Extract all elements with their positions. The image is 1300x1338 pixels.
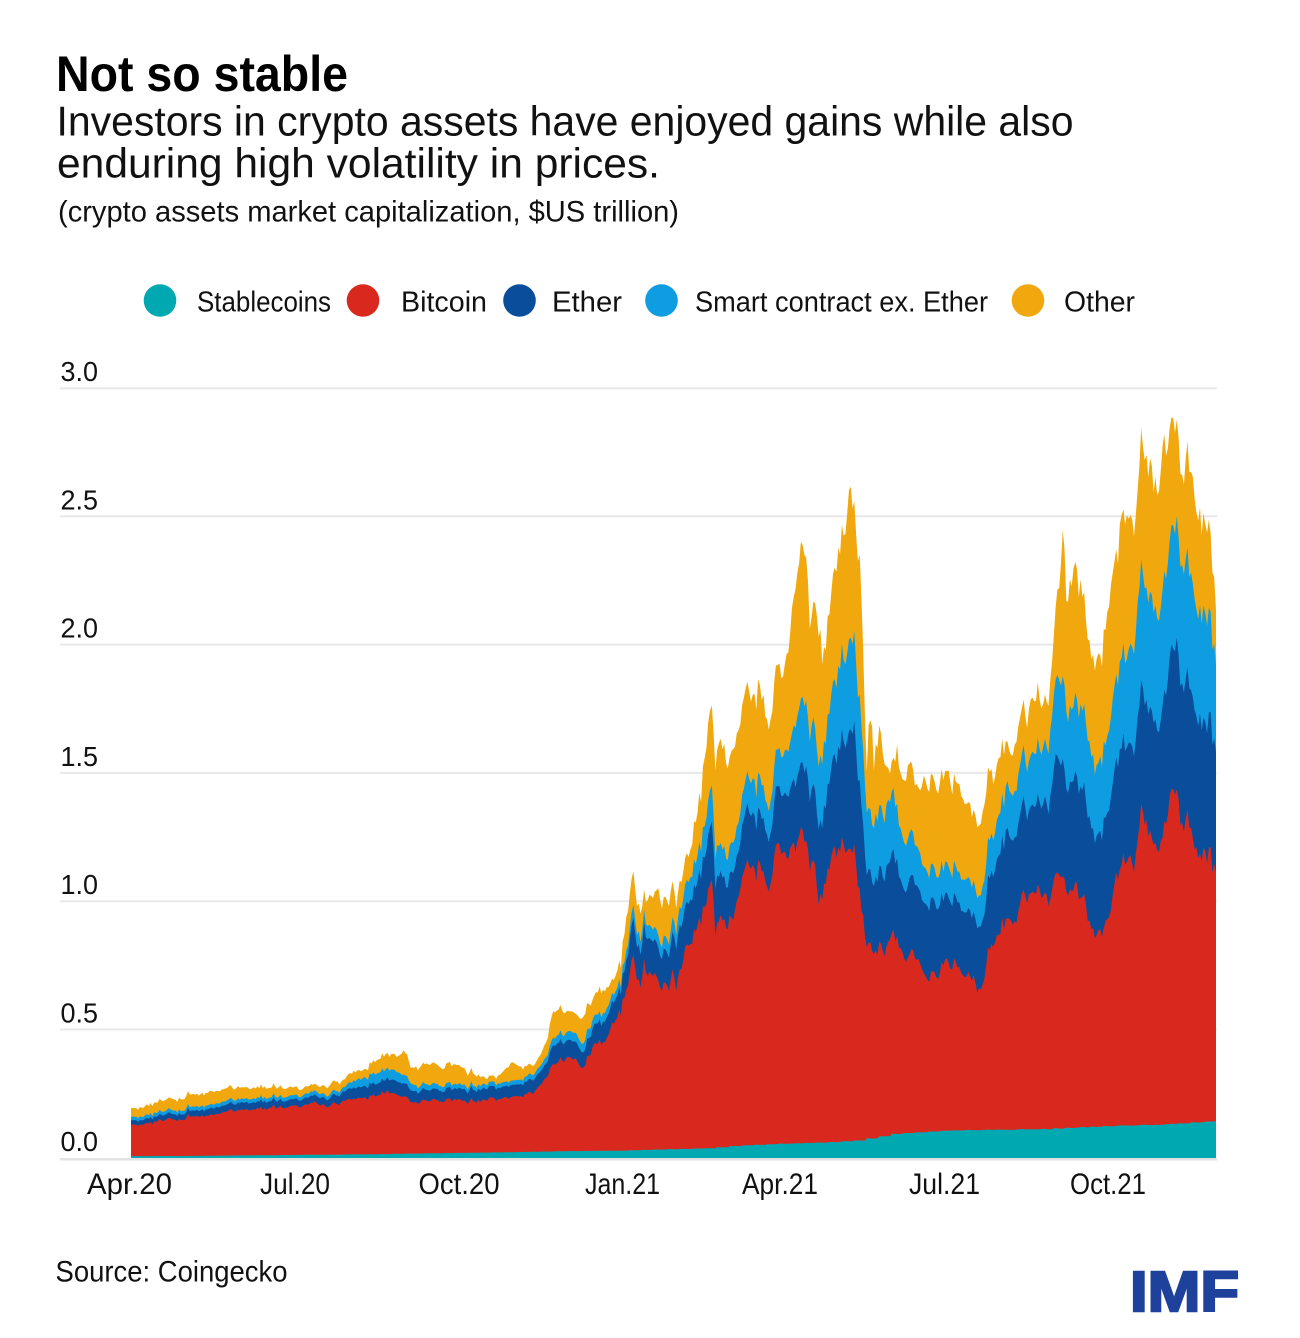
svg-text:Jan.21: Jan.21	[585, 1168, 660, 1201]
svg-text:enduring high volatility in pr: enduring high volatility in prices.	[57, 140, 660, 187]
svg-text:2.5: 2.5	[61, 484, 99, 515]
svg-text:(crypto assets market capitali: (crypto assets market capitalization, $U…	[58, 197, 679, 229]
svg-text:Apr.21: Apr.21	[742, 1168, 818, 1201]
svg-text:Source: Coingecko: Source: Coingecko	[56, 1256, 288, 1289]
svg-text:1.5: 1.5	[61, 741, 99, 772]
svg-text:Jul.21: Jul.21	[909, 1168, 980, 1201]
svg-text:Not so stable: Not so stable	[56, 46, 348, 102]
svg-text:Jul.20: Jul.20	[260, 1168, 330, 1201]
svg-text:Oct.21: Oct.21	[1070, 1168, 1146, 1201]
svg-text:Ether: Ether	[552, 286, 623, 318]
svg-text:Stablecoins: Stablecoins	[197, 286, 331, 318]
svg-text:3.0: 3.0	[61, 356, 99, 387]
svg-text:0.0: 0.0	[61, 1126, 99, 1157]
svg-text:IMF: IMF	[1130, 1260, 1239, 1324]
svg-text:Investors in crypto assets hav: Investors in crypto assets have enjoyed …	[57, 98, 1074, 145]
svg-text:1.0: 1.0	[61, 869, 99, 900]
svg-text:2.0: 2.0	[61, 613, 99, 644]
svg-text:Smart contract ex. Ether: Smart contract ex. Ether	[695, 286, 988, 318]
svg-text:Oct.20: Oct.20	[419, 1168, 500, 1201]
svg-text:Other: Other	[1064, 286, 1136, 318]
svg-text:Bitcoin: Bitcoin	[401, 286, 487, 318]
svg-text:Apr.20: Apr.20	[87, 1168, 172, 1201]
svg-text:0.5: 0.5	[61, 998, 99, 1029]
